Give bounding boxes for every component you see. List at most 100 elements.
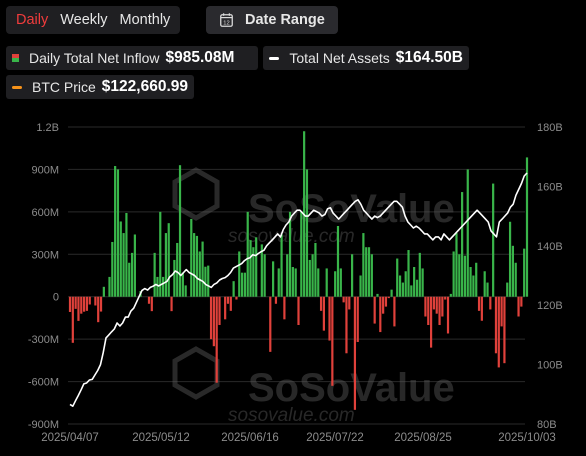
inflow-bar — [133, 234, 136, 297]
inflow-bar — [260, 244, 263, 297]
y-right-tick-label: 180B — [537, 122, 563, 134]
inflow-bar — [209, 296, 213, 340]
inflow-bar — [331, 296, 334, 386]
inflow-bar — [130, 252, 134, 297]
inflow-bar — [523, 248, 526, 297]
inflow-bar — [74, 296, 77, 309]
inflow-bar — [322, 296, 325, 331]
legend-btc-value: $122,660.99 — [101, 78, 188, 95]
inflow-bar — [240, 272, 244, 297]
inflow-bar — [362, 233, 365, 297]
tab-daily[interactable]: Daily — [16, 12, 49, 28]
inflow-bar — [263, 254, 266, 297]
y-left-tick-label: -600M — [28, 377, 59, 389]
inflow-bar — [77, 296, 80, 321]
inflow-bar — [317, 268, 320, 297]
inflow-bar — [511, 245, 514, 297]
inflow-bar — [449, 293, 452, 297]
x-tick-label: 2025/04/07 — [41, 432, 99, 444]
inflow-bar — [438, 296, 441, 325]
legend-btc[interactable]: BTC Price $122,660.99 — [6, 75, 194, 99]
inflow-bar — [424, 296, 427, 317]
left-axis: 1.2B 900M 600M 300M 0 -300M -600M -900M — [28, 122, 59, 431]
inflow-bar — [367, 247, 371, 297]
inflow-bar — [376, 293, 379, 297]
inflow-bar — [235, 296, 238, 300]
inflow-bar — [489, 296, 492, 310]
inflow-bar — [80, 296, 83, 314]
inflow-bar — [506, 282, 509, 297]
inflow-bar — [269, 296, 272, 352]
inflow-bar — [94, 296, 97, 306]
inflow-bar — [218, 296, 221, 325]
inflow-bar — [345, 296, 348, 354]
inflow-bar — [373, 296, 376, 324]
inflow-bar — [311, 254, 314, 297]
inflow-bar — [305, 169, 309, 297]
inflow-swatch-icon — [12, 54, 19, 62]
inflow-bar — [286, 254, 289, 297]
inflow-bar — [147, 296, 151, 304]
inflow-bar — [486, 282, 489, 297]
inflow-bar — [319, 296, 323, 311]
y-left-tick-label: 0 — [53, 292, 59, 304]
inflow-bar — [463, 255, 467, 297]
inflow-bar — [125, 212, 128, 297]
inflow-bar — [119, 221, 122, 297]
y-left-tick-label: 300M — [31, 249, 59, 261]
inflow-bar — [370, 254, 373, 297]
legend-inflow[interactable]: Daily Total Net Inflow $985.08M — [6, 46, 258, 70]
inflow-bar — [167, 223, 170, 297]
inflow-bar — [83, 296, 86, 312]
inflow-bar — [85, 296, 89, 311]
inflow-bar — [441, 296, 444, 317]
inflow-bar — [351, 254, 354, 297]
inflow-bar — [497, 296, 500, 368]
inflow-bar — [156, 276, 159, 297]
x-tick-label: 2025/07/22 — [306, 432, 364, 444]
inflow-bar — [427, 296, 430, 325]
inflow-bar — [446, 296, 450, 334]
inflow-bar — [274, 296, 278, 304]
inflow-bar — [520, 296, 523, 307]
tab-monthly[interactable]: Monthly — [119, 12, 171, 28]
inflow-bars — [68, 131, 529, 410]
inflow-bar — [150, 296, 153, 312]
legend-inflow-label: Daily Total Net Inflow — [29, 50, 160, 66]
inflow-bar — [201, 241, 204, 297]
inflow-bar — [116, 169, 120, 297]
y-right-tick-label: 100B — [537, 360, 563, 372]
inflow-bar — [97, 296, 100, 323]
inflow-bar — [461, 192, 464, 297]
inflow-bar — [224, 296, 227, 320]
y-right-tick-label: 80B — [537, 419, 557, 431]
inflow-bar — [353, 296, 357, 410]
inflow-bar — [291, 267, 294, 297]
grid — [68, 126, 525, 425]
legend-assets[interactable]: Total Net Assets $164.50B — [263, 46, 469, 70]
tab-weekly[interactable]: Weekly — [60, 12, 108, 28]
y-left-tick-label: -300M — [28, 334, 59, 346]
inflow-bar — [401, 282, 404, 297]
inflow-bar — [407, 250, 410, 297]
inflow-bar — [249, 240, 252, 297]
inflow-bar — [348, 296, 351, 310]
inflow-bar — [421, 268, 424, 297]
inflow-bar — [483, 271, 486, 297]
inflow-bar — [238, 251, 241, 297]
inflow-bar — [229, 296, 232, 311]
inflow-bar — [294, 268, 297, 297]
inflow-bar — [314, 242, 317, 297]
inflow-bar — [494, 296, 498, 354]
inflow-bar — [178, 165, 182, 297]
svg-text:12: 12 — [223, 21, 229, 27]
price-lines — [69, 172, 528, 407]
inflow-bar — [503, 296, 506, 364]
inflow-bar — [111, 241, 114, 297]
x-tick-label: 2025/10/03 — [498, 432, 556, 444]
inflow-bar — [288, 211, 292, 297]
btc-swatch-icon — [12, 85, 22, 89]
x-tick-label: 2025/05/12 — [132, 432, 190, 444]
date-range-button[interactable]: 12 Date Range — [206, 6, 338, 34]
